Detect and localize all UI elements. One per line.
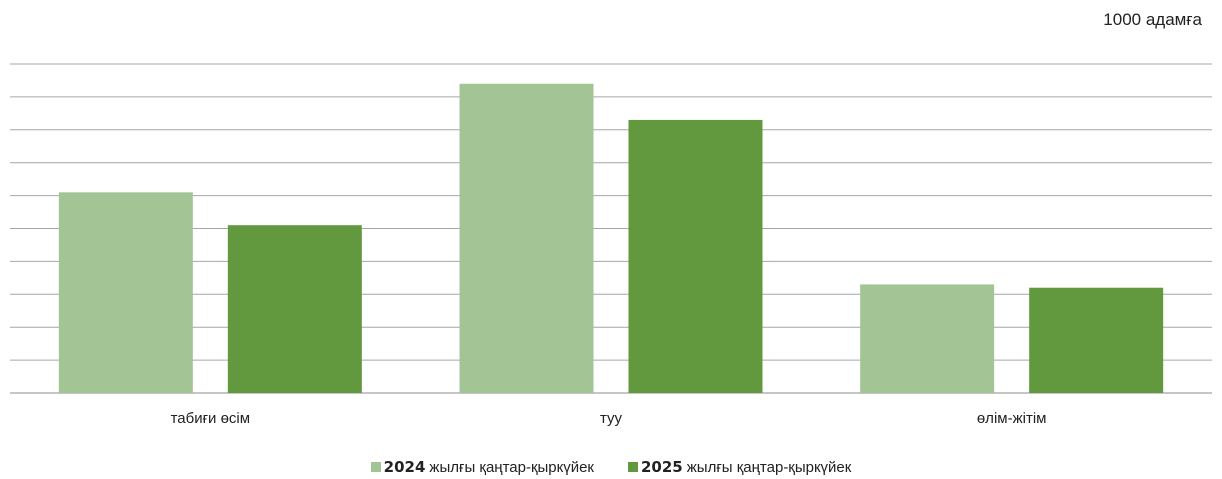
gridlines [10, 63, 1212, 394]
legend-label-2024: жылғы қаңтар-қыркүйек [429, 458, 594, 476]
bar-2024-1 [459, 83, 594, 394]
bar-2024-0 [58, 192, 193, 393]
legend: 2024 жылғы қаңтар-қыркүйек 2025 жылғы қа… [0, 458, 1222, 476]
x-tick-label: табиғи өсім [171, 410, 251, 427]
bar-chart: табиғи өсім туу өлім-жітім [10, 63, 1212, 427]
bars [58, 83, 1164, 394]
x-tick-label: туу [600, 410, 623, 427]
x-tick-label: өлім-жітім [977, 410, 1047, 427]
x-axis-labels: табиғи өсім туу өлім-жітім [171, 410, 1047, 427]
unit-label: 1000 адамға [1103, 10, 1202, 29]
bar-2025-2 [1029, 287, 1164, 393]
legend-year-2024: 2024 [383, 458, 426, 476]
bar-2025-0 [227, 225, 362, 393]
legend-swatch-2024 [370, 462, 381, 472]
legend-swatch-2025 [628, 462, 638, 472]
legend-item-2025: 2025 жылғы қаңтар-қыркүйек [628, 458, 851, 476]
bar-2025-1 [628, 119, 763, 394]
legend-label-2025: жылғы қаңтар-қыркүйек [686, 458, 852, 476]
bar-2024-2 [860, 284, 995, 393]
legend-item-2024: 2024 жылғы қаңтар-қыркүйек [370, 458, 594, 476]
legend-year-2025: 2025 [641, 458, 683, 476]
